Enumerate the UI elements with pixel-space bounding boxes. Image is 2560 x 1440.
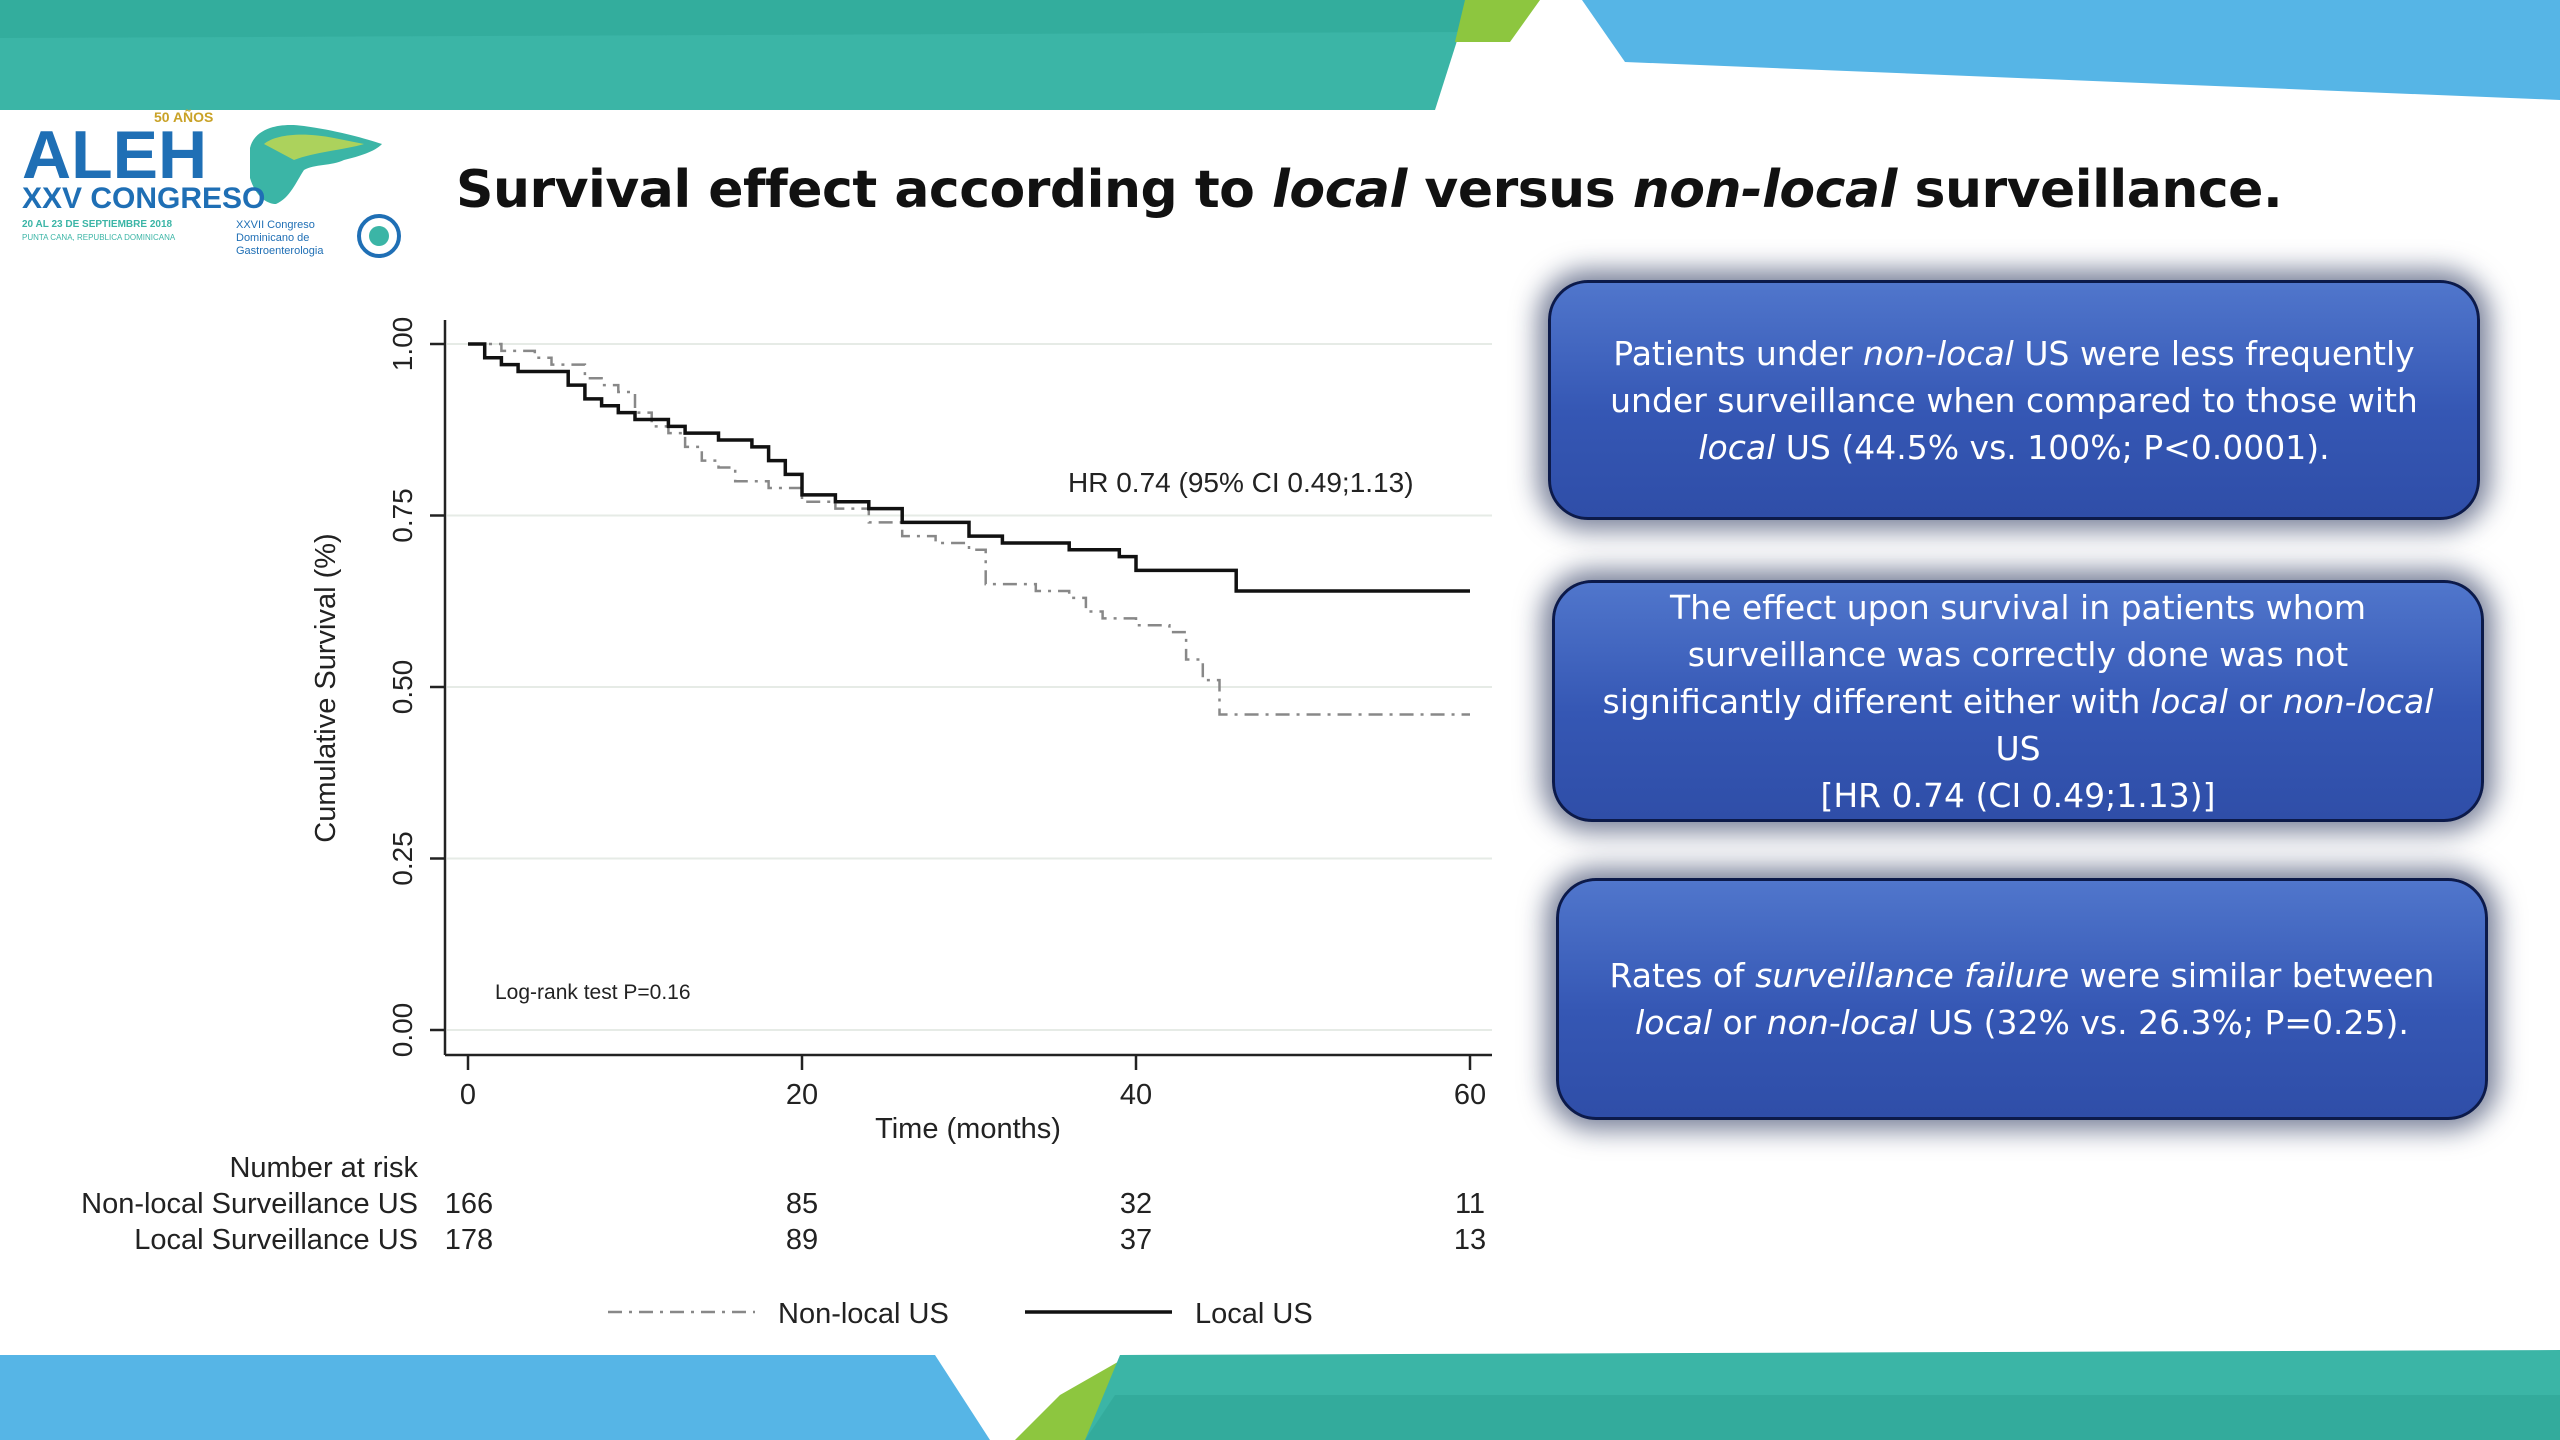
logo-dates: 20 AL 23 DE SEPTIEMBRE 2018 xyxy=(22,219,173,230)
partner-line-1: XXVII Congreso xyxy=(236,219,315,231)
top-band-teal-dark xyxy=(0,0,1470,38)
box1-text-c: US were less frequently under surveillan… xyxy=(1610,333,2418,420)
bottom-band-blue xyxy=(0,1355,990,1440)
box2-text-e: US xyxy=(1995,728,2041,768)
title-part-3: versus xyxy=(1406,160,1633,220)
y-tick-label: 0.25 xyxy=(387,831,418,886)
top-band-green xyxy=(1455,0,1540,42)
box3-text: Rates of surveillance failure were simil… xyxy=(1610,952,2435,1046)
page-title: Survival effect according to local versu… xyxy=(456,160,2283,220)
y-tick-label: 0.75 xyxy=(387,488,418,543)
logo-name: ALEH xyxy=(22,117,207,193)
x-tick-label: 20 xyxy=(786,1079,818,1111)
box2-text: The effect upon survival in patients who… xyxy=(1595,584,2441,819)
hr-annotation: HR 0.74 (95% CI 0.49;1.13) xyxy=(1068,467,1414,498)
risk-table-title: Number at risk xyxy=(229,1152,418,1184)
risk-row-label: Non-local Surveillance US xyxy=(81,1188,418,1220)
x-tick-label: 40 xyxy=(1120,1079,1152,1111)
axis-ticks: 0.00 0.25 0.50 0.75 1.00 0 20 40 60 xyxy=(387,317,1486,1111)
title-part-4: non-local xyxy=(1632,160,1898,220)
risk-count: 89 xyxy=(786,1224,818,1256)
y-tick-label: 0.50 xyxy=(387,660,418,715)
partner-line-3: Gastroenterologia xyxy=(236,245,324,257)
x-tick-label: 0 xyxy=(460,1079,476,1111)
grid-lines xyxy=(447,343,1492,1031)
legend: Non-local US Local US xyxy=(608,1298,1313,1330)
box1-text-d: local xyxy=(1698,427,1776,467)
x-tick-label: 60 xyxy=(1454,1079,1486,1111)
x-axis-label: Time (months) xyxy=(875,1113,1061,1145)
survival-curve-local xyxy=(468,342,1470,593)
number-at-risk-table: Number at risk Non-local Surveillance US… xyxy=(81,1152,1486,1256)
legend-label-nonlocal: Non-local US xyxy=(778,1298,949,1330)
risk-row-label: Local Surveillance US xyxy=(134,1224,418,1256)
box2-text-c: or xyxy=(2227,681,2283,721)
finding-box-survival-effect: The effect upon survival in patients who… xyxy=(1552,580,2484,822)
finding-box-surveillance-frequency: Patients under non-local US were less fr… xyxy=(1548,280,2480,520)
risk-count: 85 xyxy=(786,1188,818,1220)
partner-seal-inner xyxy=(369,226,389,246)
logo-place: PUNTA CANA, REPUBLICA DOMINICANA xyxy=(22,233,176,242)
y-axis-label: Cumulative Survival (%) xyxy=(310,533,342,842)
map-accent xyxy=(264,134,364,160)
box1-text-e: US (44.5% vs. 100%; P<0.0001). xyxy=(1775,427,2330,467)
box3-text-g: US (32% vs. 26.3%; P=0.25). xyxy=(1917,1003,2409,1042)
box1-text-a: Patients under xyxy=(1613,333,1864,373)
box1-text-b: non-local xyxy=(1863,333,2014,373)
risk-count: 178 xyxy=(445,1224,493,1256)
finding-box-surveillance-failure: Rates of surveillance failure were simil… xyxy=(1556,878,2488,1120)
box3-text-a: Rates of xyxy=(1609,956,1756,995)
risk-count: 13 xyxy=(1454,1224,1486,1256)
risk-count: 37 xyxy=(1120,1224,1152,1256)
top-band-blue xyxy=(1582,0,2560,100)
box2-text-f: [HR 0.74 (CI 0.49;1.13)] xyxy=(1820,775,2216,815)
risk-count: 11 xyxy=(1455,1188,1485,1220)
legend-label-local: Local US xyxy=(1195,1298,1313,1330)
kaplan-meier-chart: 0.00 0.25 0.50 0.75 1.00 0 20 40 60 Cumulative S… xyxy=(81,317,1492,1330)
logo-badge: 50 AÑOS xyxy=(154,108,213,125)
logo-congress: XXV CONGRESO xyxy=(22,182,265,215)
box1-text: Patients under non-local US were less fr… xyxy=(1591,330,2437,471)
box2-text-d: non-local xyxy=(2282,681,2434,721)
box2-text-b: local xyxy=(2150,681,2228,721)
box3-text-b: surveillance failure xyxy=(1755,956,2070,995)
aleh-congress-logo: 50 AÑOS ALEH XXV CONGRESO 20 AL 23 DE SE… xyxy=(22,108,401,258)
survival-curves xyxy=(468,342,1470,716)
box3-text-d: local xyxy=(1635,1003,1712,1042)
box3-text-f: non-local xyxy=(1766,1003,1918,1042)
partner-line-2: Dominicano de xyxy=(236,232,309,244)
bottom-band-teal-dark xyxy=(1085,1395,2560,1440)
y-tick-label: 0.00 xyxy=(387,1003,418,1058)
box2-text-a: The effect upon survival in patients who… xyxy=(1602,587,2366,721)
box3-text-c: were similar between xyxy=(2069,956,2435,995)
title-part-1: Survival effect according to xyxy=(456,160,1273,220)
title-part-2: local xyxy=(1272,160,1407,220)
box3-text-e: or xyxy=(1712,1003,1767,1042)
logrank-annotation: Log-rank test P=0.16 xyxy=(495,981,691,1004)
risk-count: 32 xyxy=(1120,1188,1152,1220)
partner-seal-icon xyxy=(357,214,401,258)
title-part-5: surveillance. xyxy=(1896,160,2283,220)
risk-count: 166 xyxy=(445,1188,493,1220)
y-tick-label: 1.00 xyxy=(387,317,418,372)
